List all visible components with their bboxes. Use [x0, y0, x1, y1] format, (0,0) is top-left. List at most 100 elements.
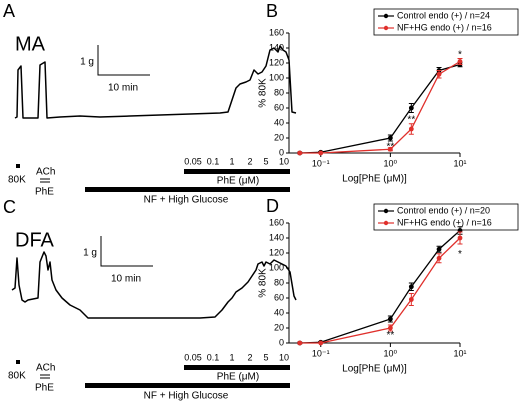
y-tick-label: 140 — [269, 232, 284, 242]
panel-letter: B — [266, 1, 278, 21]
marker — [436, 246, 442, 252]
stimulus-label: PhE — [35, 383, 54, 394]
marker — [408, 126, 414, 132]
marker — [387, 316, 393, 322]
marker — [318, 150, 324, 156]
marker — [387, 135, 393, 141]
y-tick-label: 160 — [269, 217, 284, 227]
significance: ** — [407, 115, 415, 126]
concentration: 0.05 — [184, 156, 202, 166]
x-tick-label: 10⁰ — [384, 158, 398, 168]
scale-force: 1 g — [83, 248, 97, 259]
marker — [318, 340, 324, 346]
panel-a: AMA 1 g 10 min 80K ACh PhE 0.05 0.1 1 2 5 10 PhE (μM… — [3, 1, 290, 206]
concentration: 10 — [279, 156, 289, 166]
panel-c: C DFA 1 g 10 min 80K ACh PhE 0.05 0.1 1 2 5 10 PhE (μ… — [3, 197, 290, 402]
stimulus-label: ACh — [36, 167, 55, 178]
scale-bar — [97, 45, 150, 76]
legend-marker — [383, 25, 389, 31]
series-line — [299, 237, 461, 344]
significance: ** — [386, 330, 394, 341]
trace-c — [11, 251, 297, 319]
legend-marker — [383, 13, 389, 19]
concentration: 0.1 — [207, 352, 220, 362]
y-tick-label: 40 — [274, 117, 284, 127]
series-line — [299, 230, 461, 344]
nf-bar — [85, 187, 290, 192]
y-tick-label: 100 — [269, 72, 284, 82]
x-axis-label: Log[PhE (μM)] — [342, 364, 407, 375]
significance: * — [458, 249, 462, 260]
y-axis-label: % 80K — [258, 268, 269, 298]
y-tick-label: 80 — [274, 277, 284, 287]
y-tick-label: 80 — [274, 87, 284, 97]
marker — [387, 325, 393, 331]
marker — [408, 297, 414, 302]
concentration: 1 — [229, 156, 234, 166]
x-tick-label: 10⁰ — [384, 348, 398, 358]
y-tick-label: 40 — [274, 307, 284, 317]
y-tick-label: 100 — [269, 262, 284, 272]
concentration: 5 — [263, 352, 268, 362]
phe-bar — [184, 365, 290, 370]
legend-box — [373, 8, 519, 36]
scale-force: 1 g — [80, 57, 94, 68]
x-axis-label: Log[PhE (μM)] — [342, 174, 407, 185]
marker — [436, 71, 442, 77]
legend-marker — [383, 220, 389, 226]
panel-letter: D — [266, 196, 279, 216]
y-tick-label: 60 — [274, 102, 284, 112]
phe-label: PhE (μM) — [217, 372, 259, 383]
panel-letter: C — [3, 197, 16, 217]
phe-label: PhE (μM) — [217, 176, 259, 187]
legend-label: Control endo (+) / n=20 — [397, 205, 490, 215]
significance: * — [458, 49, 462, 60]
concentration: 2 — [247, 156, 252, 166]
concentration: 1 — [229, 352, 234, 362]
x-tick-label: 10⁻¹ — [312, 348, 330, 358]
x-tick-label: 10⁻¹ — [312, 158, 330, 168]
x-tick-label: 10¹ — [453, 158, 466, 168]
concentration: 0.1 — [207, 156, 220, 166]
marker — [408, 105, 414, 111]
concentration: 0.05 — [184, 352, 202, 362]
concentration: 2 — [247, 352, 252, 362]
legend-label: NF+HG endo (+) / n=16 — [397, 217, 492, 227]
legend-label: NF+HG endo (+) / n=16 — [397, 22, 492, 32]
nf-label: NF + High Glucose — [144, 195, 229, 206]
marker — [457, 59, 463, 64]
y-tick-label: 160 — [269, 27, 284, 37]
y-tick-label: 60 — [274, 292, 284, 302]
marker — [297, 340, 303, 346]
y-tick-label: 0 — [279, 147, 284, 157]
y-tick-label: 120 — [269, 57, 284, 67]
x-tick-label: 10¹ — [453, 348, 466, 358]
y-axis-label: % 80K — [258, 78, 269, 108]
y-tick-label: 20 — [274, 322, 284, 332]
significance: ** — [386, 142, 394, 153]
nf-bar — [85, 383, 290, 388]
stimulus-label: 80K — [8, 175, 26, 186]
phe-bar — [184, 169, 290, 174]
legend-marker — [383, 208, 389, 214]
scale-time: 10 min — [108, 83, 138, 94]
y-tick-label: 20 — [274, 132, 284, 142]
stimulus-label: 80K — [8, 371, 26, 382]
y-tick-label: 0 — [279, 337, 284, 347]
marker — [436, 255, 442, 261]
nf-label: NF + High Glucose — [144, 391, 229, 402]
trace-a — [14, 45, 297, 119]
series-line — [299, 60, 461, 154]
y-tick-label: 140 — [269, 42, 284, 52]
vessel-label: MA — [15, 33, 46, 55]
scale-bar — [100, 236, 153, 267]
panel-letter: A — [3, 1, 15, 21]
scale-time: 10 min — [111, 274, 141, 285]
legend-label: Control endo (+) / n=24 — [397, 10, 490, 20]
series-line — [299, 63, 461, 154]
k-marker — [16, 164, 20, 168]
y-tick-label: 120 — [269, 247, 284, 257]
concentration: 10 — [279, 352, 289, 362]
stimulus-label: PhE — [35, 187, 54, 198]
vessel-label: DFA — [15, 229, 55, 251]
